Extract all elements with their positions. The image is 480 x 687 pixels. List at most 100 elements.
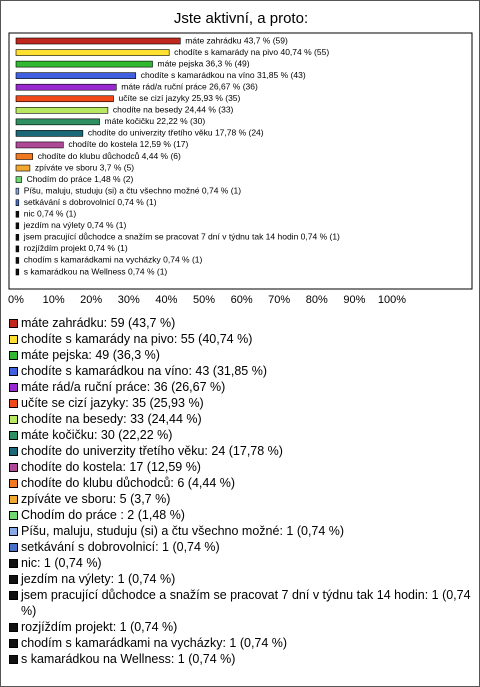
- data-label: Chodím do práce 1,48 % (2): [27, 174, 134, 184]
- x-tick-label: 90%: [343, 294, 365, 306]
- legend-swatch: [9, 351, 18, 360]
- legend-swatch: [9, 399, 18, 408]
- data-label: chodíte do klubu důchodců 4,44 % (6): [38, 151, 181, 161]
- chart: Jste aktivní, a proto: 0% 10% 20% 30% 40% 50%…: [8, 10, 473, 306]
- legend-swatch: [9, 335, 18, 344]
- legend: máte zahrádku: 59 (43,7 %) chodíte s kama…: [9, 315, 471, 667]
- legend-swatch: [9, 591, 18, 600]
- data-label: nic 0,74 % (1): [24, 209, 77, 219]
- legend-label: chodíte do klubu důchodců: 6 (4,44 %): [21, 476, 236, 490]
- legend-item: chodíte do kostela: 17 (12,59 %): [9, 459, 471, 475]
- x-tick-label: 20%: [80, 294, 102, 306]
- data-label: Píšu, maluju, studuju (si) a čtu všechno…: [24, 185, 241, 195]
- legend-label: Chodím do práce : 2 (1,48 %): [21, 508, 185, 522]
- bar: [15, 210, 20, 218]
- x-tick-label: 50%: [193, 294, 215, 306]
- data-label: máte kočičku 22,22 % (30): [105, 116, 206, 126]
- data-label: chodíte s kamarády na pivo 40,74 % (55): [174, 47, 329, 57]
- legend-label: máte rád/a ruční práce: 36 (26,67 %): [21, 380, 226, 394]
- legend-item: chodíte na besedy: 33 (24,44 %): [9, 411, 471, 427]
- chart-title: Jste aktivní, a proto:: [174, 10, 308, 27]
- x-tick-label: 0%: [8, 294, 24, 306]
- x-tick-label: 70%: [268, 294, 290, 306]
- data-label: máte rád/a ruční práce 26,67 % (36): [121, 81, 258, 91]
- bar: [15, 257, 20, 264]
- legend-swatch: [9, 639, 18, 648]
- legend-label: chodíte s kamarády na pivo: 55 (40,74 %): [21, 332, 253, 346]
- legend-item: máte rád/a ruční práce: 36 (26,67 %): [9, 379, 471, 395]
- legend-swatch: [9, 655, 18, 664]
- legend-label: jsem pracující důchodce a snažím se prac…: [21, 588, 471, 618]
- legend-item: chodím s kamarádkami na vycházky: 1 (0,7…: [9, 635, 471, 651]
- legend-swatch: [9, 447, 18, 456]
- data-label: chodíte do univerzity třetího věku 17,78…: [88, 128, 264, 138]
- bar: [15, 176, 22, 183]
- bar: [15, 72, 137, 79]
- legend-item: zpíváte ve sboru: 5 (3,7 %): [9, 491, 471, 507]
- legend-label: jezdím na výlety: 1 (0,74 %): [21, 572, 176, 586]
- data-label: máte pejska 36,3 % (49): [157, 58, 249, 68]
- legend-item: máte zahrádku: 59 (43,7 %): [9, 315, 471, 331]
- legend-item: setkávání s dobrovolnicí: 1 (0,74 %): [9, 539, 471, 555]
- legend-item: učíte se cizí jazyky: 35 (25,93 %): [9, 395, 471, 411]
- legend-label: nic: 1 (0,74 %): [21, 556, 102, 570]
- bar: [15, 199, 20, 206]
- data-label: setkávání s dobrovolnicí 0,74 % (1): [24, 197, 157, 207]
- bar: [15, 60, 153, 68]
- legend-item: chodíte do klubu důchodců: 6 (4,44 %): [9, 475, 471, 491]
- legend-label: učíte se cizí jazyky: 35 (25,93 %): [21, 396, 204, 410]
- legend-swatch: [9, 575, 18, 584]
- data-label: rozjíždím projekt 0,74 % (1): [24, 243, 128, 253]
- plot-frame: [8, 32, 473, 290]
- legend-label: zpíváte ve sboru: 5 (3,7 %): [21, 492, 171, 506]
- bar: [15, 234, 20, 241]
- legend-item: jsem pracující důchodce a snažím se prac…: [9, 587, 471, 619]
- legend-item: chodíte do univerzity třetího věku: 24 (…: [9, 443, 471, 459]
- bar: [15, 187, 20, 195]
- x-tick-label: 60%: [231, 294, 253, 306]
- x-tick-label: 10%: [43, 294, 65, 306]
- bar: [15, 83, 117, 91]
- legend-swatch: [9, 319, 18, 328]
- legend-label: s kamarádkou na Wellness: 1 (0,74 %): [21, 652, 236, 666]
- bar: [15, 153, 33, 160]
- legend-item: chodíte s kamarádkou na víno: 43 (31,85 …: [9, 363, 471, 379]
- legend-swatch: [9, 431, 18, 440]
- bar: [15, 118, 100, 126]
- x-tick-label: 80%: [306, 294, 328, 306]
- legend-swatch: [9, 543, 18, 552]
- legend-label: chodíte do univerzity třetího věku: 24 (…: [21, 444, 283, 458]
- legend-label: chodím s kamarádkami na vycházky: 1 (0,7…: [21, 636, 288, 650]
- legend-label: setkávání s dobrovolnicí: 1 (0,74 %): [21, 540, 220, 554]
- legend-item: nic: 1 (0,74 %): [9, 555, 471, 571]
- legend-item: máte pejska: 49 (36,3 %): [9, 347, 471, 363]
- legend-item: s kamarádkou na Wellness: 1 (0,74 %): [9, 651, 471, 667]
- x-tick-label: 100%: [378, 294, 406, 306]
- data-label: učíte se cizí jazyky 25,93 % (35): [118, 93, 240, 103]
- bar: [15, 222, 20, 230]
- legend-label: rozjíždím projekt: 1 (0,74 %): [21, 620, 178, 634]
- bar: [15, 49, 170, 56]
- data-label: s kamarádkou na Wellness 0,74 % (1): [24, 266, 168, 276]
- data-label: zpíváte ve sboru 3,7 % (5): [35, 162, 134, 172]
- bar: [15, 268, 20, 276]
- legend-label: chodíte na besedy: 33 (24,44 %): [21, 412, 202, 426]
- legend-swatch: [9, 495, 18, 504]
- legend-item: Chodím do práce : 2 (1,48 %): [9, 507, 471, 523]
- legend-item: chodíte s kamarády na pivo: 55 (40,74 %): [9, 331, 471, 347]
- legend-swatch: [9, 527, 18, 536]
- legend-label: Píšu, maluju, studuju (si) a čtu všechno…: [21, 524, 345, 538]
- legend-label: chodíte do kostela: 17 (12,59 %): [21, 460, 201, 474]
- bar: [15, 95, 114, 103]
- x-tick-label: 40%: [155, 294, 177, 306]
- data-label: jsem pracující důchodce a snažím se prac…: [23, 232, 340, 242]
- legend-label: máte kočičku: 30 (22,22 %): [21, 428, 173, 442]
- legend-swatch: [9, 623, 18, 632]
- bar: [15, 164, 31, 172]
- legend-item: rozjíždím projekt: 1 (0,74 %): [9, 619, 471, 635]
- legend-item: máte kočičku: 30 (22,22 %): [9, 427, 471, 443]
- legend-label: máte pejska: 49 (36,3 %): [21, 348, 160, 362]
- data-label: chodíte do kostela 12,59 % (17): [68, 139, 188, 149]
- bar: [15, 37, 181, 45]
